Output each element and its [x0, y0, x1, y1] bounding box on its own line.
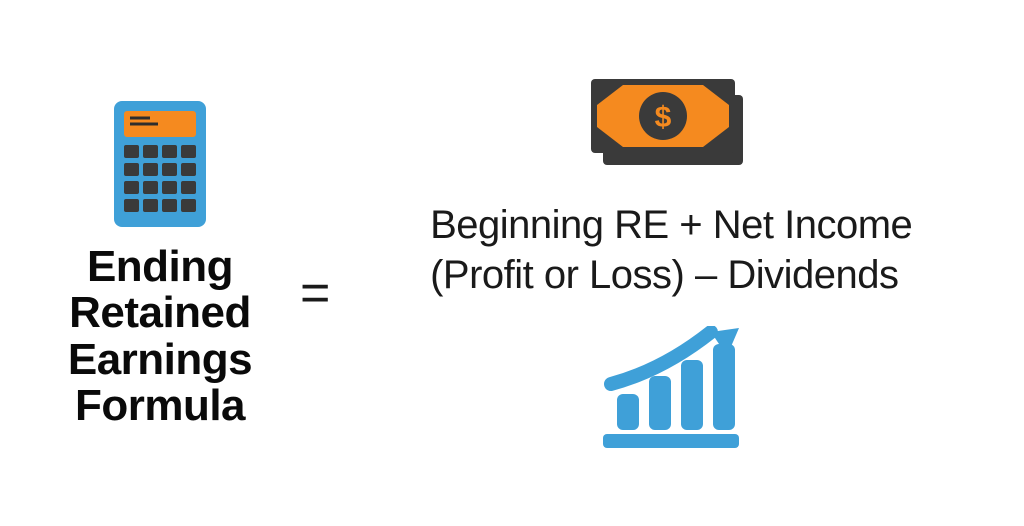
title-line-4: Formula — [68, 383, 252, 429]
title-line-2: Retained — [68, 290, 252, 336]
calculator-icon — [110, 97, 210, 236]
money-icon: $ — [583, 69, 759, 178]
formula-line-2: (Profit or Loss) – Dividends — [430, 250, 912, 300]
title-line-1: Ending — [68, 244, 252, 290]
equals-sign: = — [300, 203, 330, 323]
formula-line-1: Beginning RE + Net Income — [430, 200, 912, 250]
left-column: Ending Retained Earnings Formula — [30, 97, 290, 429]
right-column: $ Beginning RE + Net Income (Profit or L… — [348, 69, 994, 457]
svg-text:$: $ — [655, 101, 672, 134]
formula-infographic: Ending Retained Earnings Formula = $ — [0, 0, 1024, 526]
formula-title: Ending Retained Earnings Formula — [68, 244, 252, 429]
title-line-3: Earnings — [68, 337, 252, 383]
chart-icon — [593, 326, 749, 457]
formula-text: Beginning RE + Net Income (Profit or Los… — [430, 200, 912, 300]
